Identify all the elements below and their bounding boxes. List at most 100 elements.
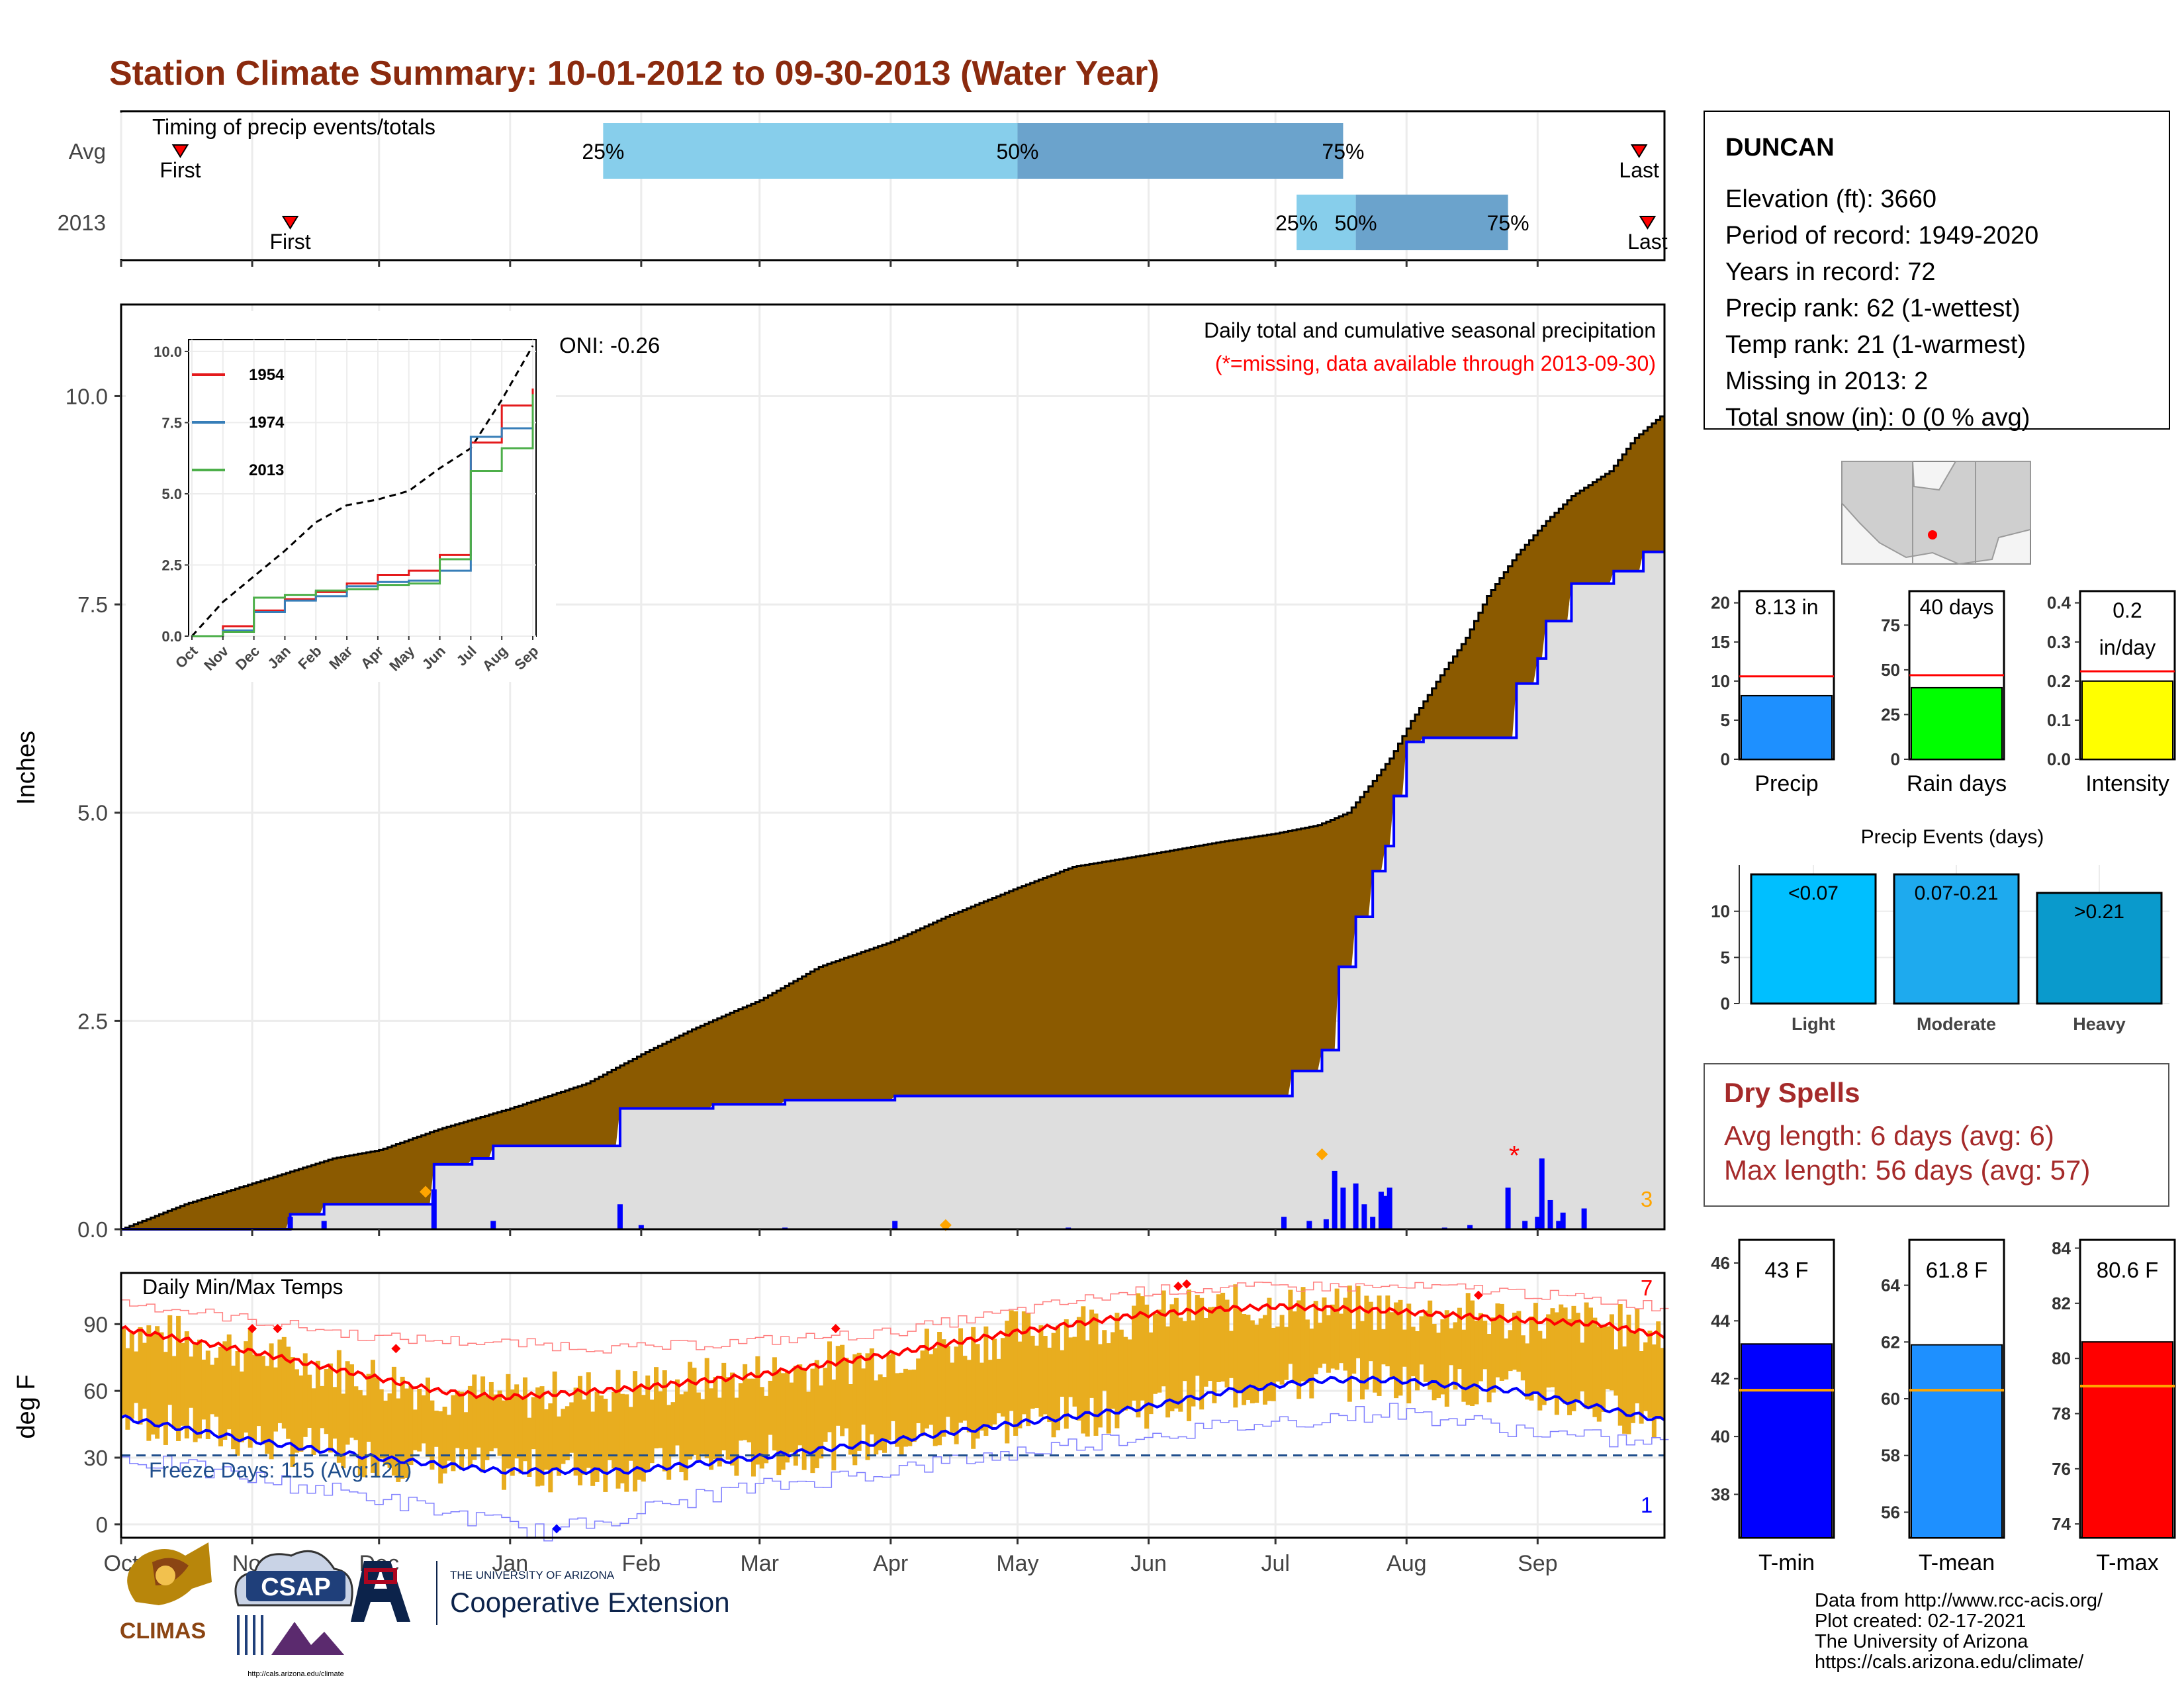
daily-temp-bar (907, 1370, 913, 1446)
daily-temp-bar (176, 1315, 181, 1441)
timing-first-marker (171, 144, 189, 158)
daily-temp-bar (1635, 1308, 1640, 1403)
daily-temp-bar (493, 1394, 498, 1448)
daily-precip-bar (617, 1204, 623, 1229)
timing-panel: Timing of precip events/totals Avg 2013 … (58, 110, 1668, 267)
daily-temp-bar (1516, 1311, 1522, 1372)
daily-temp-bar (197, 1339, 202, 1439)
daily-temp-bar (1047, 1347, 1052, 1423)
daily-temp-bar (1609, 1314, 1614, 1391)
timing-first-marker (281, 216, 299, 230)
daily-temp-bar (569, 1402, 574, 1453)
daily-temp-bar (484, 1395, 490, 1460)
daily-temp-bar (658, 1391, 663, 1448)
daily-temp-bar (146, 1325, 152, 1441)
daily-precip-bar (431, 1189, 437, 1229)
footer-line-2: The University of Arizona (1815, 1631, 2028, 1652)
daily-precip-bar (1581, 1208, 1587, 1229)
timing-p25-label: 25% (1275, 211, 1318, 235)
daily-temp-bar (751, 1378, 756, 1477)
locator-map (1841, 461, 2031, 565)
daily-temp-bar (442, 1407, 447, 1474)
timing-p50-label: 50% (1335, 211, 1377, 235)
daily-temp-bar (1279, 1315, 1285, 1385)
daily-temp-bar (1461, 1329, 1467, 1402)
inset-legend-label: 1954 (249, 366, 285, 384)
daily-temp-bar (890, 1352, 895, 1421)
tmax-gauge-tick-label: 74 (2052, 1514, 2071, 1534)
daily-temp-bar (1093, 1313, 1099, 1436)
daily-temp-bar (823, 1368, 828, 1442)
daily-precip-bar (321, 1221, 327, 1229)
daily-temp-bar (391, 1366, 396, 1476)
daily-temp-bar (1453, 1322, 1458, 1390)
daily-temp-bar (1575, 1313, 1580, 1401)
missing-data-marker (939, 1219, 952, 1231)
daily-temp-bar (814, 1360, 819, 1468)
daily-temp-bar (277, 1339, 283, 1423)
daily-temp-bar (645, 1375, 651, 1470)
daily-temp-bar (848, 1383, 853, 1455)
daily-temp-bar (1228, 1331, 1234, 1378)
daily-temp-bar (1106, 1343, 1111, 1434)
daily-temp-bar (996, 1358, 1001, 1414)
daily-temp-bar (446, 1415, 451, 1461)
daily-temp-bar (1304, 1319, 1310, 1383)
tmin-gauge-label: T-min (1758, 1550, 1815, 1575)
precip-y-tick-label: 5.0 (77, 801, 108, 825)
daily-temp-bar (1525, 1343, 1530, 1400)
daily-temp-bar (865, 1353, 870, 1460)
daily-precip-bar (1522, 1221, 1528, 1229)
daily-temp-bar (937, 1332, 942, 1446)
daily-temp-bar (138, 1327, 143, 1425)
daily-temp-bar (649, 1399, 655, 1464)
station-info-box: DUNCAN Elevation (ft): 3660 Period of re… (1704, 111, 2170, 432)
daily-temp-bar (189, 1356, 194, 1408)
tmin-gauge-value-label: 43 F (1764, 1258, 1808, 1282)
daily-temp-bar (1216, 1294, 1221, 1382)
daily-temp-bar (286, 1346, 291, 1439)
daily-temp-bar (1060, 1350, 1065, 1397)
daily-temp-bar (1486, 1334, 1492, 1403)
daily-temp-bar (502, 1400, 507, 1490)
daily-temp-bar (1300, 1287, 1306, 1382)
timing-bar-50-75 (1017, 123, 1343, 179)
daily-temp-bar (193, 1344, 198, 1442)
daily-temp-bar (1491, 1317, 1496, 1393)
rain_days-gauge-tick-label: 25 (1881, 704, 1900, 724)
tmin-gauge-tick-label: 42 (1711, 1369, 1730, 1389)
daily-temp-bar (1051, 1333, 1056, 1438)
daily-temp-bar (1089, 1309, 1095, 1398)
daily-temp-bar (1630, 1331, 1635, 1423)
inset-y-tick-label: 10.0 (154, 344, 182, 360)
daily-temp-bar (1136, 1293, 1141, 1418)
daily-temp-bar (412, 1409, 418, 1450)
timing-p25-label: 25% (582, 140, 624, 164)
daily-temp-bar (607, 1411, 612, 1460)
daily-temp-bar (633, 1371, 638, 1492)
daily-temp-bar (155, 1326, 160, 1439)
inset-y-tick-label: 0.0 (161, 628, 182, 645)
events-bar-label: 0.07-0.21 (1915, 882, 1999, 904)
timing-p50-label: 50% (996, 140, 1038, 164)
daily-temp-bar (315, 1360, 320, 1452)
daily-temp-bar (531, 1397, 536, 1450)
daily-temp-bar (1504, 1338, 1509, 1380)
daily-temp-bar (1292, 1311, 1297, 1384)
daily-temp-bar (899, 1372, 904, 1456)
daily-temp-bar (1520, 1335, 1525, 1381)
daily-temp-bar (573, 1387, 578, 1476)
precip-gauge-tick-label: 5 (1721, 710, 1730, 730)
daily-precip-bar (1306, 1221, 1312, 1229)
daily-temp-bar (1148, 1332, 1154, 1415)
daily-temp-bar (1622, 1346, 1627, 1434)
missing-marker: * (1509, 1140, 1520, 1171)
daily-temp-bar (696, 1392, 701, 1460)
daily-temp-bar (1207, 1307, 1212, 1382)
daily-temp-bar (992, 1338, 997, 1425)
daily-temp-bar (1660, 1348, 1665, 1418)
daily-temp-bar (1263, 1315, 1268, 1405)
daily-temp-bar (239, 1371, 244, 1442)
daily-temp-bar (945, 1346, 950, 1417)
